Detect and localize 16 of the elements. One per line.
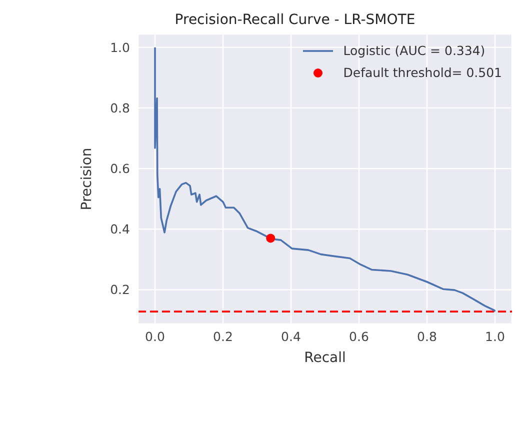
x-tick-label: 0.6 — [349, 328, 369, 344]
x-axis-title: Recall — [304, 350, 346, 366]
chart-title: Precision-Recall Curve - LR-SMOTE — [174, 12, 416, 28]
x-tick-label: 1.0 — [485, 328, 505, 344]
x-tick-label: 0.8 — [417, 328, 437, 344]
legend-label: Default threshold= 0.501 — [343, 64, 502, 82]
legend-label: Logistic (AUC = 0.334) — [343, 42, 486, 60]
x-tick-label: 0.4 — [281, 328, 301, 344]
y-tick-label: 0.4 — [110, 222, 130, 237]
y-tick-label: 0.6 — [110, 160, 130, 176]
y-axis-title: Precision — [78, 148, 95, 210]
x-tick-label: 0.0 — [145, 328, 165, 344]
x-tick-label: 0.2 — [213, 328, 233, 344]
y-tick-label: 0.2 — [110, 282, 130, 298]
y-tick-label: 1.0 — [110, 40, 130, 55]
y-tick-label: 0.8 — [110, 100, 130, 116]
